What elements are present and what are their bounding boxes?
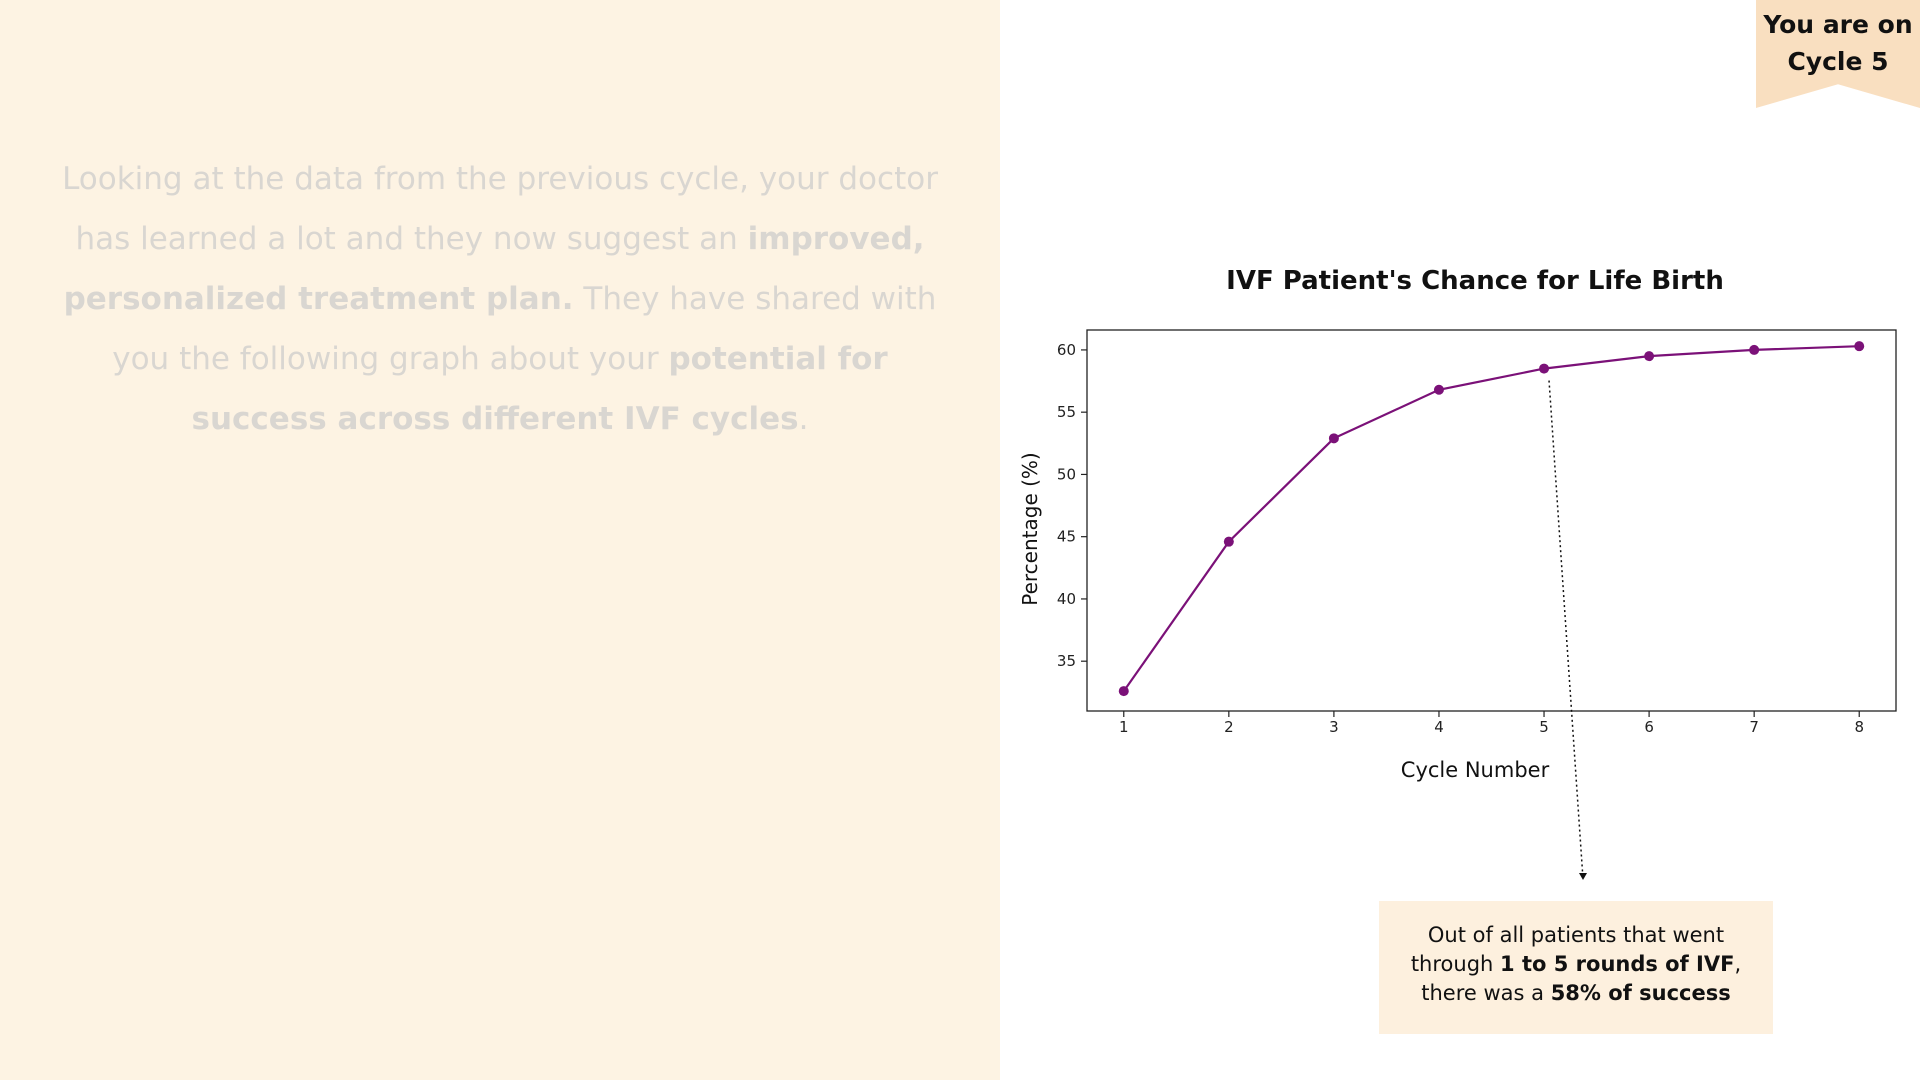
cycle-badge-line1: You are on — [1763, 10, 1913, 39]
x-tick-label: 8 — [1854, 718, 1864, 736]
x-tick-label: 3 — [1329, 718, 1339, 736]
x-axis-label: Cycle Number — [1400, 758, 1550, 782]
x-tick-label: 6 — [1644, 718, 1654, 736]
data-point — [1644, 351, 1655, 362]
x-tick-label: 4 — [1434, 718, 1444, 736]
data-point — [1433, 384, 1444, 395]
y-tick-label: 35 — [1057, 652, 1076, 670]
y-tick-label: 40 — [1057, 590, 1076, 608]
x-tick-label: 1 — [1119, 718, 1129, 736]
x-tick-label: 7 — [1749, 718, 1759, 736]
data-point — [1328, 433, 1339, 444]
left-panel: Looking at the data from the previous cy… — [0, 0, 1000, 1080]
intro-text: Looking at the data from the previous cy… — [62, 161, 938, 437]
x-tick-label: 5 — [1539, 718, 1549, 736]
chart-title: IVF Patient's Chance for Life Birth — [1226, 266, 1724, 296]
cycle-badge-line2: Cycle 5 — [1787, 47, 1889, 76]
cycle-badge-text: You are on Cycle 5 — [1756, 6, 1920, 80]
callout-box: Out of all patients that went through 1 … — [1379, 901, 1773, 1034]
y-tick-label: 50 — [1057, 465, 1076, 483]
data-point — [1118, 686, 1129, 697]
annotation-arrow-line — [1548, 380, 1584, 880]
x-tick-label: 2 — [1224, 718, 1234, 736]
data-point — [1854, 341, 1865, 352]
data-point — [1223, 536, 1234, 547]
data-point — [1539, 363, 1550, 374]
series-line — [1122, 345, 1860, 692]
annotation-arrow-head — [1579, 873, 1587, 880]
y-axis-label: Percentage (%) — [1018, 452, 1042, 606]
plot-frame — [1086, 329, 1897, 712]
cycle-badge: You are on Cycle 5 — [1756, 0, 1920, 108]
y-tick-label: 45 — [1057, 528, 1076, 546]
y-tick-label: 55 — [1057, 403, 1076, 421]
data-point — [1749, 344, 1760, 355]
y-tick-label: 60 — [1057, 341, 1076, 359]
